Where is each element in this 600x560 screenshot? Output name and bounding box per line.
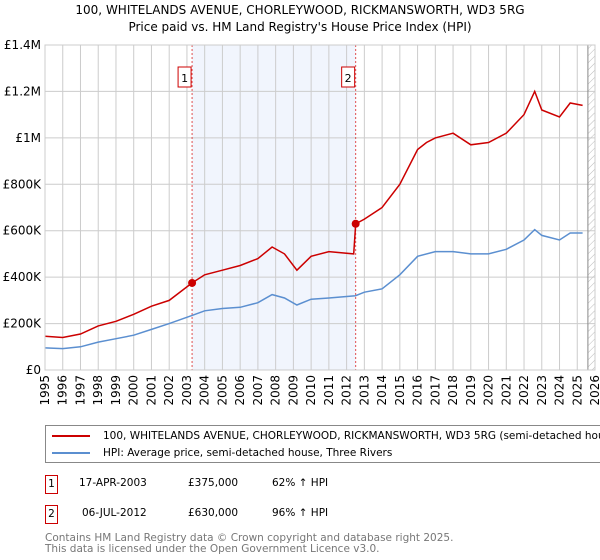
property-price-line — [44, 89, 583, 339]
x-tick-label: 2023 — [535, 375, 549, 406]
x-tick-label: 2024 — [553, 375, 567, 406]
x-tick-label: 2012 — [340, 375, 354, 406]
plot-border — [44, 44, 596, 371]
x-tick-label: 2000 — [127, 375, 141, 406]
x-tick-label: 2020 — [482, 375, 496, 406]
sale-hpi-change: 96% ↑ HPI — [272, 507, 329, 519]
y-tick-label: £200K — [3, 317, 43, 331]
x-tick-label: 2007 — [251, 375, 265, 406]
legend-item-property: 100, WHITELANDS AVENUE, CHORLEYWOOD, RIC… — [46, 428, 600, 444]
x-tick-label: 2025 — [570, 375, 584, 406]
x-tick-label: 2017 — [428, 375, 442, 406]
x-tick-label: 2016 — [411, 375, 425, 406]
x-tick-label: 2021 — [499, 375, 513, 406]
x-tick-label: 2013 — [357, 375, 371, 406]
price-chart: 100, WHITELANDS AVENUE, CHORLEYWOOD, RIC… — [3, 3, 600, 406]
sale-marker-box — [341, 66, 356, 88]
y-tick-label: £400K — [3, 270, 43, 284]
y-tick-label: £600K — [3, 224, 43, 238]
legend-swatch-red — [52, 435, 90, 437]
x-tick-label: 2006 — [233, 375, 247, 406]
chart-title: 100, WHITELANDS AVENUE, CHORLEYWOOD, RIC… — [75, 3, 524, 17]
sale-period-shading — [192, 45, 356, 370]
y-tick-label: £1M — [15, 131, 41, 145]
x-tick-label: 2003 — [180, 375, 194, 406]
x-tick-label: 2008 — [269, 375, 283, 406]
x-tick-label: 1999 — [109, 375, 123, 406]
y-tick-label: £1.2M — [4, 84, 41, 98]
sale-marker-box — [177, 66, 192, 88]
footer-copyright: Contains HM Land Registry data © Crown c… — [45, 532, 454, 544]
sale-price: £375,000 — [188, 477, 239, 489]
legend-label-hpi: HPI: Average price, semi-detached house,… — [103, 447, 393, 459]
x-tick-label: 2014 — [375, 375, 389, 406]
legend-label-property: 100, WHITELANDS AVENUE, CHORLEYWOOD, RIC… — [103, 430, 600, 442]
x-tick-label: 2018 — [446, 375, 460, 406]
legend-swatch-blue — [52, 452, 90, 454]
y-tick-label: £0 — [26, 363, 41, 377]
sale-row-2: 2 06-JUL-2012 £630,000 96% ↑ HPI — [45, 505, 445, 524]
y-tick-label: £800K — [3, 177, 43, 191]
footer-licence: This data is licensed under the Open Gov… — [45, 543, 380, 555]
sale-point — [188, 278, 197, 287]
sale-date: 06-JUL-2012 — [82, 507, 147, 519]
sale-marker-label: 2 — [345, 72, 352, 85]
legend: 100, WHITELANDS AVENUE, CHORLEYWOOD, RIC… — [45, 425, 600, 463]
x-tick-label: 2026 — [588, 375, 600, 406]
x-tick-label: 1995 — [38, 375, 52, 406]
sale-hpi-change: 62% ↑ HPI — [272, 477, 329, 489]
x-tick-label: 2002 — [162, 375, 176, 406]
x-tick-label: 2010 — [304, 375, 318, 406]
x-tick-label: 1996 — [56, 375, 70, 406]
x-tick-label: 2019 — [464, 375, 478, 406]
legend-item-hpi: HPI: Average price, semi-detached house,… — [46, 445, 392, 461]
hpi-line — [44, 228, 583, 350]
x-tick-label: 2005 — [215, 375, 229, 406]
sale-row-1: 1 17-APR-2003 £375,000 62% ↑ HPI — [45, 475, 445, 494]
sale-badge: 2 — [45, 505, 58, 524]
sale-point — [351, 219, 360, 228]
x-tick-label: 2009 — [286, 375, 300, 406]
x-tick-label: 1998 — [91, 375, 105, 406]
y-tick-label: £1.4M — [4, 38, 41, 52]
sale-date: 17-APR-2003 — [79, 477, 147, 489]
sale-badge: 1 — [45, 475, 58, 494]
x-tick-label: 2004 — [198, 375, 212, 406]
x-tick-label: 2001 — [144, 375, 158, 406]
x-tick-label: 2011 — [322, 375, 336, 406]
chart-subtitle: Price paid vs. HM Land Registry's House … — [128, 20, 471, 34]
forecast-hatch — [587, 45, 595, 370]
footer: Contains HM Land Registry data © Crown c… — [45, 533, 453, 555]
x-tick-label: 2015 — [393, 375, 407, 406]
x-tick-label: 2022 — [517, 375, 531, 406]
sale-price: £630,000 — [188, 507, 239, 519]
sale-marker-label: 1 — [181, 72, 188, 85]
x-tick-label: 1997 — [73, 375, 87, 406]
